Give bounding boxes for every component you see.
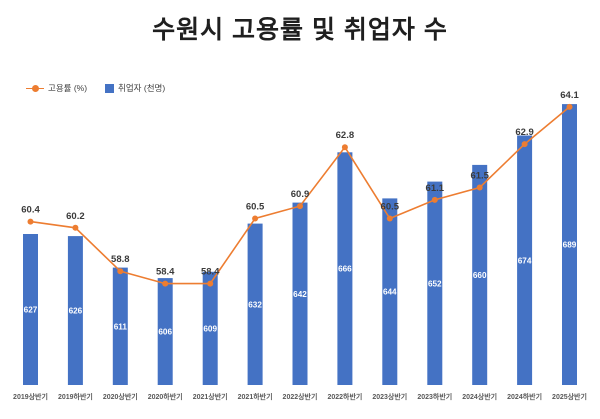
bar-value-label: 674 (518, 256, 532, 265)
line-value-label: 58.8 (111, 254, 130, 265)
line-value-label: 60.5 (381, 202, 400, 213)
bar (112, 267, 128, 385)
bar-value-label: 627 (24, 306, 38, 315)
bar-value-label: 626 (69, 307, 83, 316)
bar (382, 198, 398, 385)
bar-value-label: 660 (473, 271, 487, 280)
line-value-label: 58.4 (156, 267, 175, 278)
line-point (476, 184, 483, 191)
bar-value-label: 666 (338, 265, 352, 274)
bar-value-label: 644 (383, 288, 397, 297)
line-value-label: 58.4 (201, 267, 220, 278)
line-value-label: 64.1 (560, 90, 579, 101)
line-value-label: 60.5 (246, 202, 265, 213)
bar-series-marker-icon (105, 83, 115, 93)
line-point (297, 203, 303, 210)
line-value-label: 60.2 (66, 211, 85, 222)
bar-value-label: 689 (563, 241, 577, 250)
line-point (386, 215, 393, 222)
bar (427, 181, 443, 385)
bar-value-label: 606 (158, 328, 172, 337)
x-axis-label: 2024상반기 (462, 392, 497, 401)
bar (67, 236, 83, 385)
line-point (117, 268, 124, 275)
bar-value-label: 632 (248, 300, 262, 309)
bar (517, 135, 533, 385)
x-axis-label: 2022상반기 (283, 392, 318, 401)
bar (247, 223, 263, 385)
x-axis-label: 2023하반기 (417, 392, 452, 401)
x-axis-label: 2025상반기 (552, 392, 587, 401)
line-value-label: 60.4 (21, 205, 40, 216)
bar (562, 104, 577, 385)
x-axis-label: 2021상반기 (193, 392, 228, 401)
line-value-label: 61.1 (426, 183, 445, 194)
x-axis-label: 2020하반기 (148, 392, 183, 401)
bar (337, 152, 353, 385)
line-point (162, 280, 169, 287)
chart-title: 수원시 고용률 및 취업자 수 (152, 16, 448, 44)
bar-value-label: 611 (114, 322, 128, 331)
bar-value-label: 642 (293, 290, 307, 299)
legend: 고용률 (%) 취업자 (천명) (26, 82, 165, 94)
line-value-label: 60.9 (291, 189, 310, 200)
legend-item-employment-rate: 고용률 (%) (26, 82, 87, 94)
line-point (341, 144, 348, 151)
x-axis-label: 2019하반기 (58, 392, 93, 401)
bar (292, 202, 308, 385)
line-point (431, 196, 438, 203)
line-point (72, 224, 79, 231)
line-point (566, 103, 573, 110)
x-axis-label: 2024하반기 (507, 392, 542, 401)
bar (23, 234, 38, 385)
legend-item-employed-persons: 취업자 (천명) (105, 82, 165, 94)
line-value-label: 61.5 (470, 171, 489, 182)
legend-label-employed-persons: 취업자 (천명) (118, 83, 166, 93)
line-point (252, 215, 259, 222)
line-value-label: 62.8 (336, 130, 355, 141)
legend-label-employment-rate: 고용률 (%) (48, 83, 88, 93)
line-point (521, 141, 528, 148)
x-axis-label: 2019상반기 (13, 392, 48, 401)
bar-value-label: 652 (428, 279, 442, 288)
bar-value-label: 609 (203, 324, 217, 333)
line-series-marker-icon (26, 85, 44, 92)
bar (157, 278, 173, 385)
x-axis-label: 2021하반기 (238, 392, 273, 401)
x-axis-label: 2020상반기 (103, 392, 138, 401)
bar (472, 164, 488, 385)
x-axis-label: 2023상반기 (372, 392, 407, 401)
line-point (207, 280, 214, 287)
bar (202, 271, 218, 385)
line-point (27, 218, 34, 225)
x-axis-label: 2022하반기 (327, 392, 362, 401)
line-value-label: 62.9 (515, 127, 534, 138)
